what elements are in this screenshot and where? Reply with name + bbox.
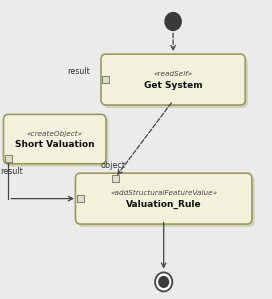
Circle shape <box>159 277 169 287</box>
Text: result: result <box>0 167 23 176</box>
Text: result: result <box>67 67 90 76</box>
Text: Short Valuation: Short Valuation <box>15 140 95 149</box>
FancyBboxPatch shape <box>6 118 109 167</box>
Text: Valuation_Rule: Valuation_Rule <box>126 200 202 209</box>
Bar <box>112 175 119 182</box>
Bar <box>103 76 109 83</box>
Circle shape <box>165 13 181 30</box>
Text: «readSelf»: «readSelf» <box>153 71 193 77</box>
Bar <box>5 155 12 162</box>
FancyBboxPatch shape <box>75 173 252 224</box>
FancyBboxPatch shape <box>104 57 248 108</box>
FancyBboxPatch shape <box>78 176 255 227</box>
Circle shape <box>155 272 172 292</box>
FancyBboxPatch shape <box>4 115 106 164</box>
Text: «createObject»: «createObject» <box>27 131 83 137</box>
Text: Get System: Get System <box>144 81 202 90</box>
Text: object: object <box>100 161 125 170</box>
FancyBboxPatch shape <box>101 54 245 105</box>
Text: «addStructuralFeatureValue»: «addStructuralFeatureValue» <box>110 190 217 196</box>
Bar <box>77 195 84 202</box>
